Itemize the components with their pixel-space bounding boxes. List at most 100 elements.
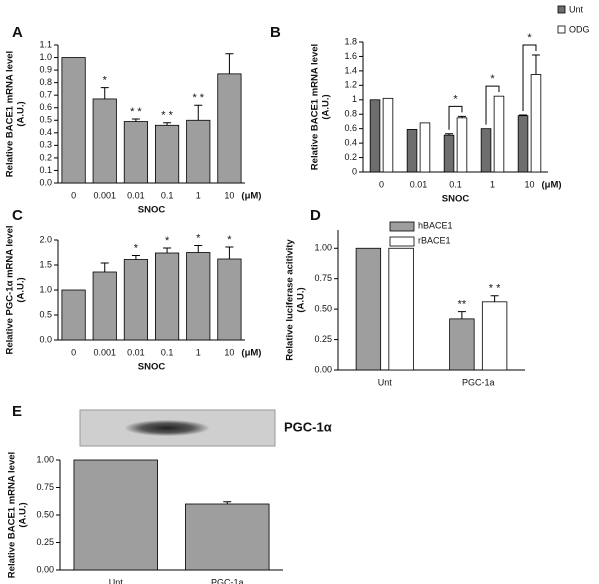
error-bar bbox=[194, 245, 203, 253]
bar bbox=[61, 57, 86, 184]
y-tick-label: 0.8 bbox=[344, 109, 357, 119]
x-tick-label: 0 bbox=[71, 190, 76, 200]
legend-swatch bbox=[389, 236, 415, 247]
y-tick-label: 0 bbox=[352, 166, 357, 176]
x-tick-label: 0 bbox=[71, 347, 76, 357]
bar bbox=[123, 259, 149, 341]
bar bbox=[443, 134, 455, 173]
x-tick-label: 10 bbox=[224, 190, 234, 200]
y-axis-label: (A.U.) bbox=[16, 101, 27, 126]
x-tick-label: 10 bbox=[224, 347, 234, 357]
error-bar bbox=[131, 255, 140, 260]
unit-label: (μM) bbox=[241, 348, 261, 359]
error-bar bbox=[163, 247, 172, 253]
bar bbox=[481, 301, 508, 371]
significance: * bbox=[196, 232, 201, 244]
significance: * bbox=[165, 235, 170, 247]
y-tick-label: 0.5 bbox=[39, 309, 52, 319]
significance: * bbox=[103, 75, 108, 87]
x-tick-label: 0 bbox=[379, 179, 384, 189]
y-tick-label: 1.00 bbox=[36, 454, 54, 464]
y-tick-label: 1.5 bbox=[39, 259, 52, 269]
legend-swatch bbox=[389, 221, 415, 232]
y-tick-label: 1.1 bbox=[39, 39, 52, 49]
unit-label: (μM) bbox=[241, 191, 261, 202]
bar bbox=[186, 119, 211, 184]
y-tick-label: 1 bbox=[352, 94, 357, 104]
y-tick-label: 0.0 bbox=[39, 177, 52, 187]
x-tick-label: 0.1 bbox=[449, 179, 462, 189]
error-bar bbox=[223, 501, 232, 504]
y-tick-label: 0.25 bbox=[314, 334, 332, 344]
x-tick-label: 1 bbox=[196, 190, 201, 200]
y-tick-label: 0.6 bbox=[344, 123, 357, 133]
bar bbox=[186, 252, 211, 341]
bar bbox=[517, 115, 529, 173]
y-axis-label: Relative BACE1 mRNA level bbox=[310, 44, 321, 170]
y-tick-label: 0.7 bbox=[39, 90, 52, 100]
legend-label: ODG bbox=[569, 24, 590, 34]
bar bbox=[61, 289, 86, 341]
x-tick-label: 0.001 bbox=[93, 190, 116, 200]
y-tick-label: 0.9 bbox=[39, 64, 52, 74]
bar bbox=[382, 97, 394, 173]
panel-label: E bbox=[12, 403, 22, 420]
x-tick-label: 0.1 bbox=[161, 190, 174, 200]
bar bbox=[480, 128, 492, 173]
error-bar bbox=[100, 87, 109, 99]
blot-band bbox=[125, 420, 209, 436]
significance: * bbox=[227, 234, 232, 246]
y-tick-label: 0.5 bbox=[39, 115, 52, 125]
bar bbox=[217, 258, 242, 341]
bracket bbox=[485, 85, 500, 125]
y-tick-label: 0.0 bbox=[39, 334, 52, 344]
significance: * bbox=[453, 93, 458, 105]
significance: * bbox=[527, 32, 532, 44]
error-bar bbox=[131, 118, 140, 122]
y-tick-label: 0.8 bbox=[39, 77, 52, 87]
legend-swatch bbox=[557, 5, 566, 14]
error-bar bbox=[225, 246, 234, 259]
x-tick-label: 1 bbox=[490, 179, 495, 189]
error-bar bbox=[163, 122, 172, 126]
x-tick-label: 0.01 bbox=[127, 190, 145, 200]
legend-swatch bbox=[557, 25, 566, 34]
x-tick-label: Unt bbox=[378, 377, 393, 387]
x-tick-label: Unt bbox=[109, 577, 124, 584]
bar bbox=[456, 117, 468, 173]
error-bar bbox=[225, 53, 234, 74]
legend-label: rBACE1 bbox=[418, 235, 451, 245]
significance: * * bbox=[192, 92, 204, 104]
panel-label: D bbox=[310, 207, 321, 224]
y-tick-label: 1.0 bbox=[39, 284, 52, 294]
y-tick-label: 0.75 bbox=[314, 273, 332, 283]
significance: * * bbox=[130, 106, 142, 118]
y-tick-label: 1.2 bbox=[344, 80, 357, 90]
bar bbox=[154, 252, 180, 341]
bar bbox=[92, 271, 117, 341]
y-axis-label: Relative luciferase acitivity bbox=[285, 239, 296, 361]
bracket bbox=[522, 44, 537, 111]
panel-label: C bbox=[12, 207, 23, 224]
x-tick-label: 1 bbox=[196, 347, 201, 357]
y-axis-label: (A.U.) bbox=[321, 94, 332, 119]
y-axis-label: (A.U.) bbox=[16, 277, 27, 302]
x-axis-label: SNOC bbox=[442, 194, 470, 205]
bar bbox=[449, 318, 475, 371]
bar bbox=[406, 128, 418, 173]
y-tick-label: 0.50 bbox=[314, 304, 332, 314]
bar bbox=[530, 74, 542, 173]
bracket bbox=[448, 105, 463, 130]
significance: * bbox=[490, 73, 495, 85]
y-axis-label: Relative BACE1 mRNA level bbox=[7, 452, 18, 578]
y-tick-label: 0.25 bbox=[36, 537, 54, 547]
y-axis-label: Relative PGC-1α mRNA level bbox=[5, 225, 16, 354]
panel-label: B bbox=[270, 24, 281, 41]
x-tick-label: 0.01 bbox=[410, 179, 428, 189]
y-tick-label: 0.75 bbox=[36, 482, 54, 492]
error-bar bbox=[100, 262, 109, 272]
error-bar bbox=[457, 115, 466, 118]
x-tick-label: PGC-1a bbox=[211, 577, 244, 584]
y-tick-label: 1.8 bbox=[344, 36, 357, 46]
y-axis-label: (A.U.) bbox=[18, 502, 29, 527]
